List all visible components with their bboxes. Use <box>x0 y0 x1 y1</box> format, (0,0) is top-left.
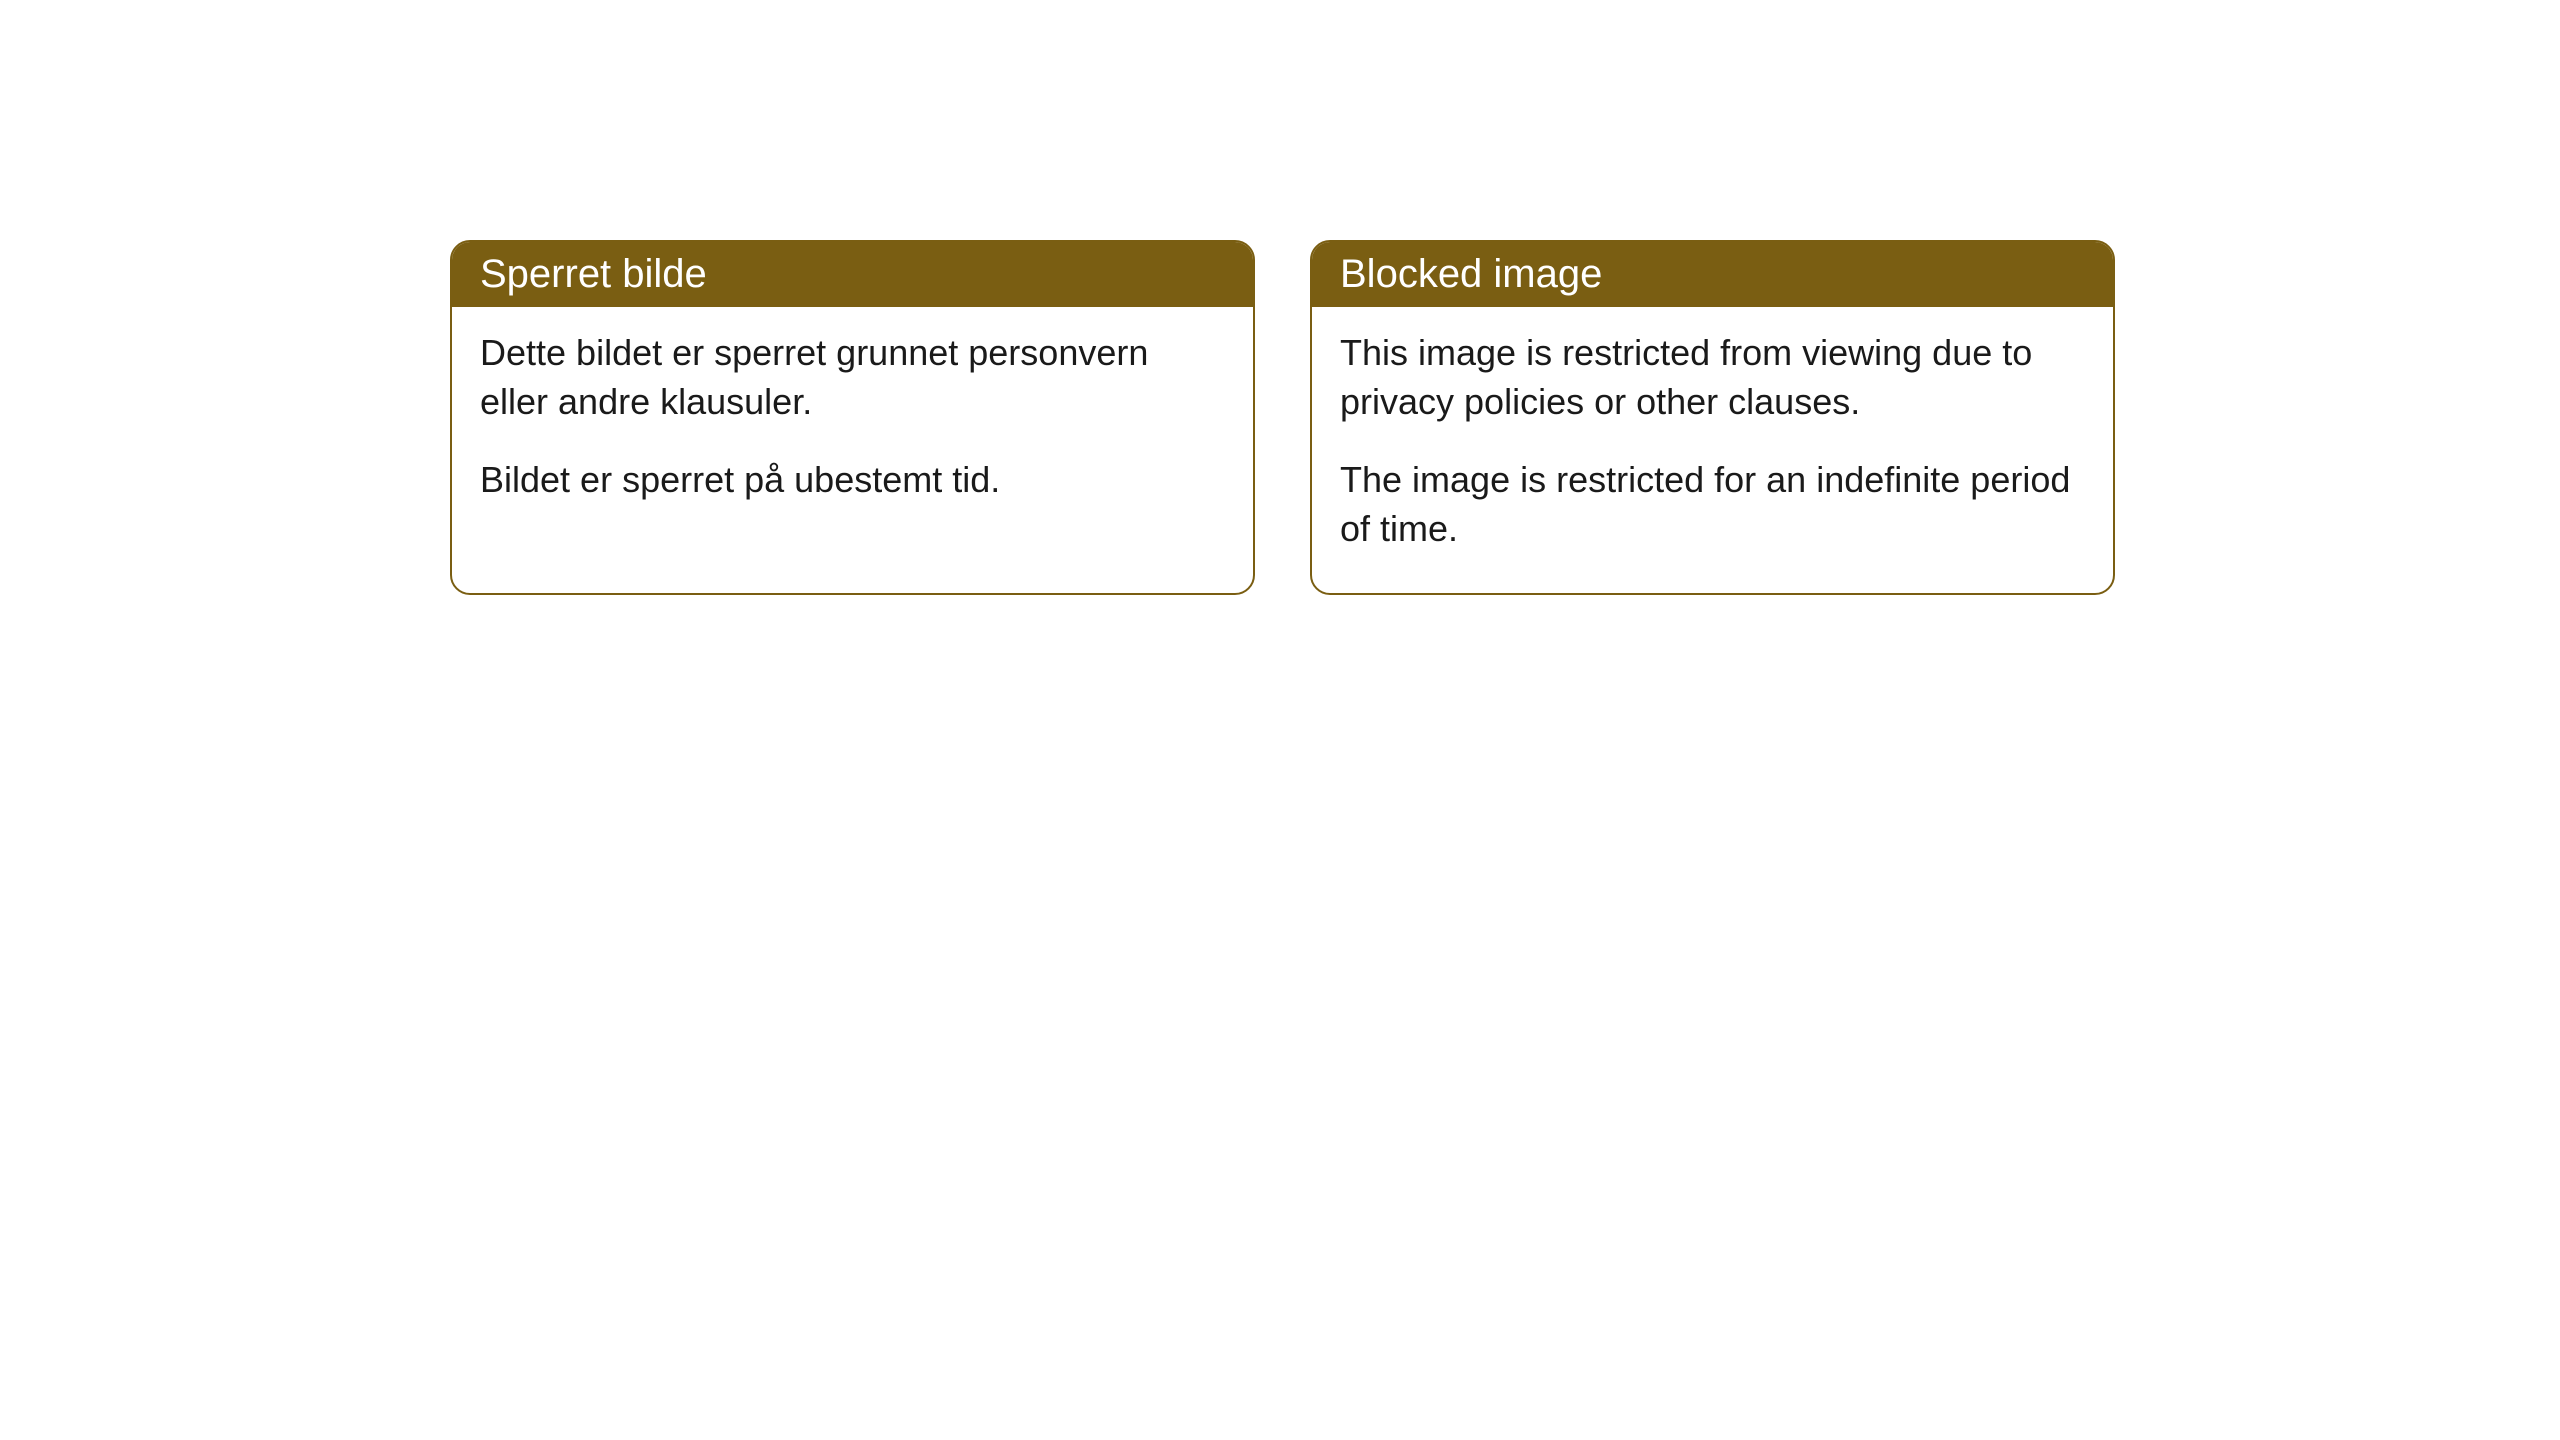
card-paragraph: Bildet er sperret på ubestemt tid. <box>480 456 1225 505</box>
card-body: This image is restricted from viewing du… <box>1312 307 2113 593</box>
card-title: Blocked image <box>1312 242 2113 307</box>
card-paragraph: This image is restricted from viewing du… <box>1340 329 2085 426</box>
card-paragraph: The image is restricted for an indefinit… <box>1340 456 2085 553</box>
cards-container: Sperret bilde Dette bildet er sperret gr… <box>0 0 2560 595</box>
card-body: Dette bildet er sperret grunnet personve… <box>452 307 1253 545</box>
blocked-image-card-en: Blocked image This image is restricted f… <box>1310 240 2115 595</box>
card-paragraph: Dette bildet er sperret grunnet personve… <box>480 329 1225 426</box>
blocked-image-card-no: Sperret bilde Dette bildet er sperret gr… <box>450 240 1255 595</box>
card-title: Sperret bilde <box>452 242 1253 307</box>
